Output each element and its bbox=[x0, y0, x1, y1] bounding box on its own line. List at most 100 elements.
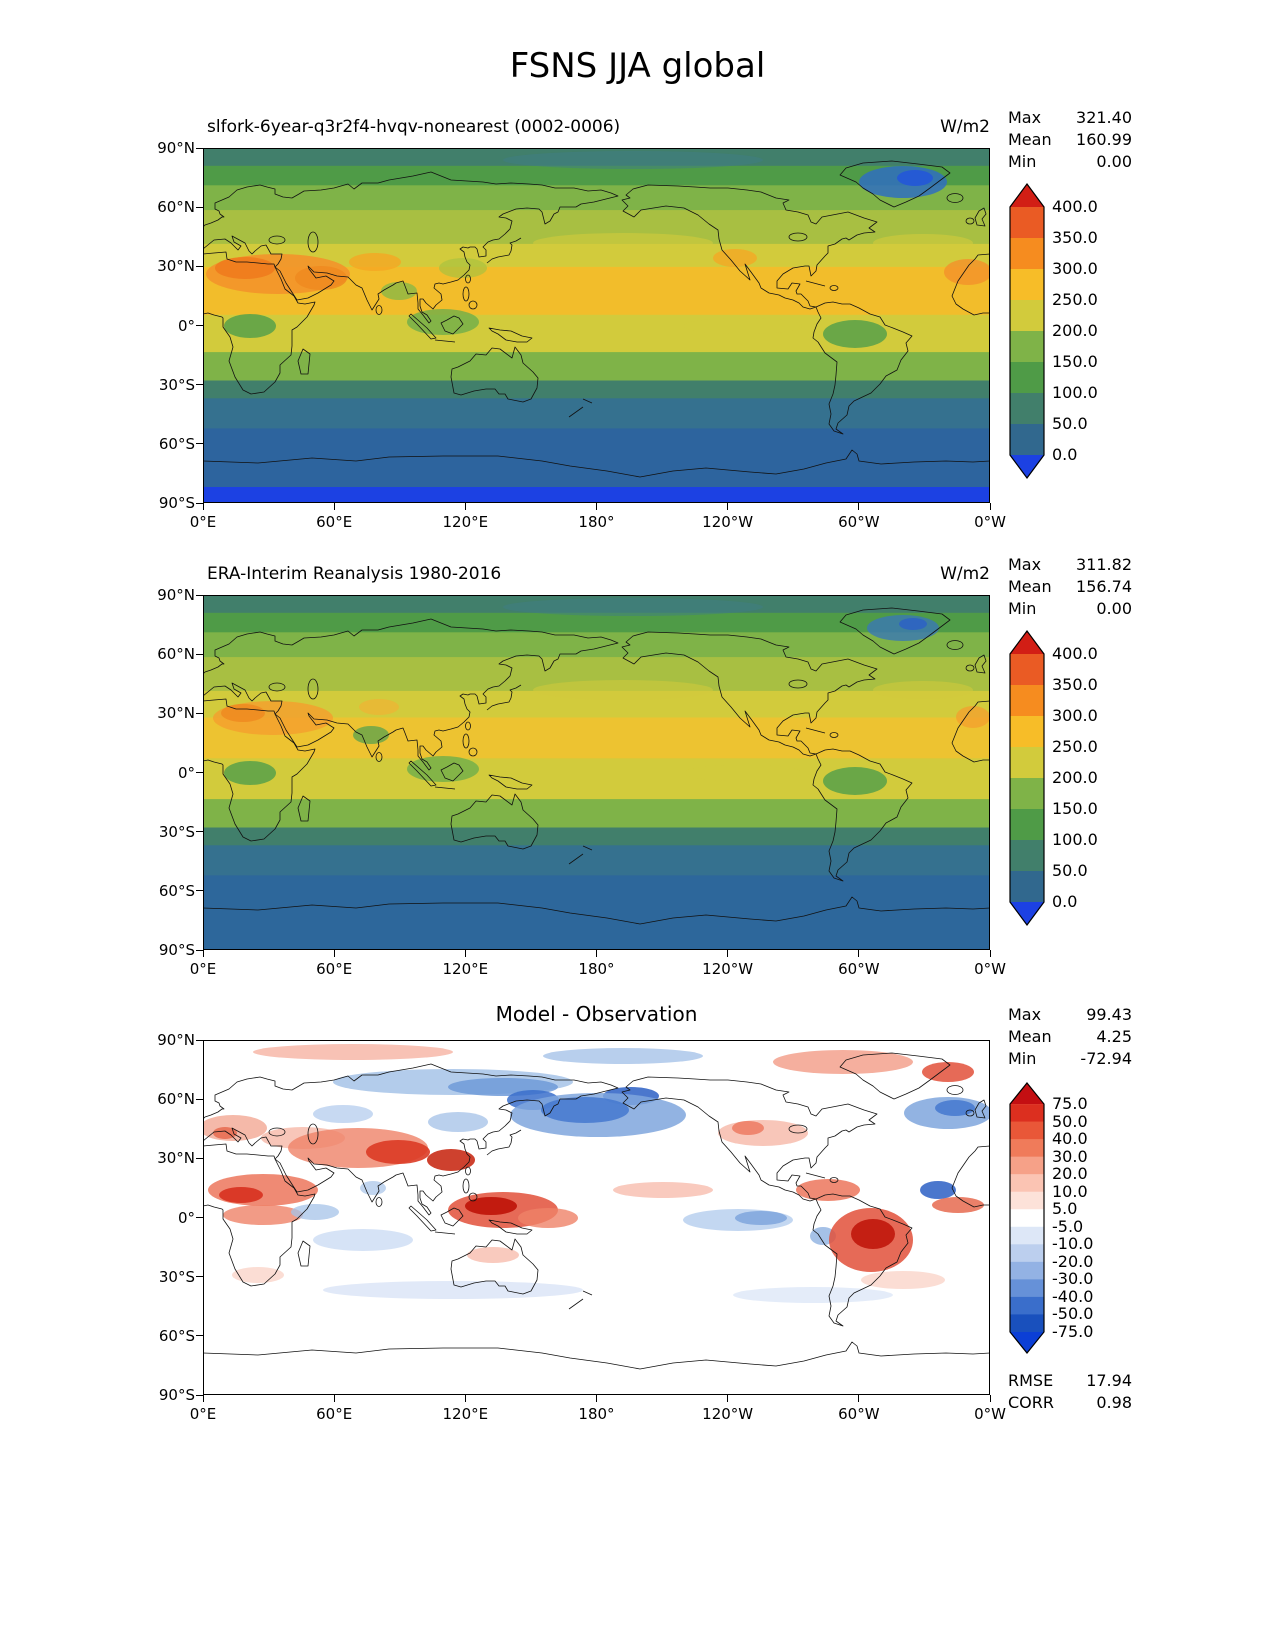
axis-tick bbox=[196, 1098, 203, 1100]
colorbar-tick-label: 30.0 bbox=[1052, 1146, 1088, 1166]
colorbar-tick-label: -40.0 bbox=[1052, 1286, 1094, 1306]
colorbar-tick-label: 200.0 bbox=[1052, 768, 1098, 787]
axis-tick-label: 30°S bbox=[158, 375, 195, 394]
axis-tick bbox=[196, 772, 203, 773]
stats-block: Max 321.40 Mean 160.99 Min 0.00 bbox=[1008, 107, 1132, 173]
axis-tick bbox=[196, 443, 203, 445]
stat-value: 4.25 bbox=[1096, 1027, 1132, 1046]
stat-value: -72.94 bbox=[1080, 1049, 1132, 1068]
stat-label: Max bbox=[1008, 1005, 1042, 1024]
axis-tick-label: 90°N bbox=[157, 139, 195, 157]
stat-row-mean: Mean 4.25 bbox=[1008, 1026, 1132, 1048]
stat-row-min: Min 0.00 bbox=[1008, 151, 1132, 173]
axis-tick bbox=[464, 950, 466, 957]
stat-row-max: Max 321.40 bbox=[1008, 107, 1132, 129]
axis-tick bbox=[196, 890, 203, 892]
axis-tick-label: 60°S bbox=[158, 434, 195, 453]
colorbar-difference bbox=[1009, 1082, 1045, 1354]
axis-tick-label: 90°S bbox=[158, 941, 195, 959]
corr-row: CORR 0.98 bbox=[1008, 1392, 1132, 1414]
colorbar-tick-label: -75.0 bbox=[1052, 1321, 1094, 1341]
axis-tick-label: 0°E bbox=[189, 513, 217, 531]
map-frame bbox=[203, 595, 990, 950]
colorbar-tick-label: 50.0 bbox=[1052, 414, 1088, 433]
axis-tick bbox=[333, 950, 335, 957]
axis-tick bbox=[596, 503, 597, 510]
axis-tick bbox=[196, 1039, 203, 1041]
stat-label: Mean bbox=[1008, 130, 1052, 149]
axis-tick-label: 120°E bbox=[442, 513, 489, 531]
colorbar-tick-label: 0.0 bbox=[1052, 445, 1078, 464]
axis-tick bbox=[196, 1157, 203, 1159]
axis-tick-label: 0°W bbox=[974, 1405, 1006, 1423]
stat-row-mean: Mean 160.99 bbox=[1008, 129, 1132, 151]
axis-tick-label: 120°E bbox=[442, 960, 489, 978]
axis-tick-label: 120°W bbox=[702, 960, 754, 978]
map-frame bbox=[203, 148, 990, 503]
stat-value: 0.00 bbox=[1096, 152, 1132, 171]
axis-tick-label: 30°S bbox=[158, 822, 195, 841]
colorbar-tick-label: 100.0 bbox=[1052, 383, 1098, 402]
stat-label: Max bbox=[1008, 555, 1042, 574]
units-label: W/m2 bbox=[940, 117, 990, 137]
axis-tick bbox=[727, 950, 729, 957]
axis-tick bbox=[196, 147, 203, 149]
axis-tick-label: 0° bbox=[177, 763, 195, 782]
axis-tick-label: 60°S bbox=[158, 1326, 195, 1345]
axis-tick-label: 180° bbox=[578, 513, 615, 531]
stat-label: Max bbox=[1008, 108, 1042, 127]
axis-tick bbox=[727, 503, 729, 510]
axis-tick-label: 60°W bbox=[838, 513, 880, 531]
corr-value: 0.98 bbox=[1096, 1393, 1132, 1412]
stats-block: Max 311.82 Mean 156.74 Min 0.00 bbox=[1008, 554, 1132, 620]
stat-value: 99.43 bbox=[1086, 1005, 1132, 1024]
axis-tick-label: 30°S bbox=[158, 1267, 195, 1286]
axis-tick bbox=[596, 950, 597, 957]
axis-tick-label: 60°E bbox=[316, 960, 353, 978]
field-shading bbox=[203, 595, 990, 950]
axis-tick bbox=[196, 949, 203, 951]
axis-tick-label: 0°E bbox=[189, 960, 217, 978]
axis-tick-label: 90°S bbox=[158, 1386, 195, 1404]
colorbar-observation bbox=[1009, 630, 1045, 926]
stat-row-min: Min 0.00 bbox=[1008, 598, 1132, 620]
colorbar-tick-label: -30.0 bbox=[1052, 1269, 1094, 1288]
panel-title: Model - Observation bbox=[495, 1002, 698, 1026]
axis-tick bbox=[596, 1395, 597, 1402]
panel-observation: ERA-Interim Reanalysis 1980-2016 W/m2 Ma… bbox=[0, 552, 1275, 998]
axis-tick bbox=[196, 1335, 203, 1337]
axis-tick bbox=[196, 1217, 203, 1218]
colorbar-tick-label: 250.0 bbox=[1052, 290, 1098, 309]
stat-value: 0.00 bbox=[1096, 599, 1132, 618]
axis-tick bbox=[196, 384, 203, 386]
colorbar-tick-label: -10.0 bbox=[1052, 1234, 1094, 1253]
axis-tick bbox=[196, 594, 203, 596]
map-model bbox=[203, 148, 990, 503]
axis-tick bbox=[202, 1395, 204, 1402]
colorbar-tick-label: 200.0 bbox=[1052, 321, 1098, 340]
colorbar-tick-label: 50.0 bbox=[1052, 861, 1088, 880]
stat-row-max: Max 311.82 bbox=[1008, 554, 1132, 576]
axis-tick bbox=[196, 265, 203, 267]
axis-tick bbox=[727, 1395, 729, 1402]
stat-label: Mean bbox=[1008, 1027, 1052, 1046]
axis-tick bbox=[333, 503, 335, 510]
panel-difference: Model - Observation Max 99.43 Mean 4.25 Mi… bbox=[0, 998, 1275, 1478]
axis-tick bbox=[196, 1394, 203, 1396]
axis-tick bbox=[989, 503, 991, 510]
units-label: W/m2 bbox=[940, 564, 990, 584]
panel-title: ERA-Interim Reanalysis 1980-2016 bbox=[207, 564, 502, 584]
axis-tick bbox=[196, 712, 203, 714]
axis-tick-label: 0° bbox=[177, 316, 195, 335]
axis-tick-label: 90°N bbox=[157, 586, 195, 604]
colorbar-tick-label: 250.0 bbox=[1052, 737, 1098, 756]
corr-label: CORR bbox=[1008, 1393, 1054, 1412]
colorbar-tick-label: 5.0 bbox=[1052, 1199, 1078, 1218]
axis-tick-label: 60°N bbox=[157, 645, 195, 664]
colorbar-tick-label: 40.0 bbox=[1052, 1129, 1088, 1148]
map-frame bbox=[203, 1040, 990, 1395]
colorbar-model bbox=[1009, 183, 1045, 479]
colorbar-tick-label: 50.0 bbox=[1052, 1111, 1088, 1131]
stat-value: 156.74 bbox=[1076, 577, 1132, 596]
